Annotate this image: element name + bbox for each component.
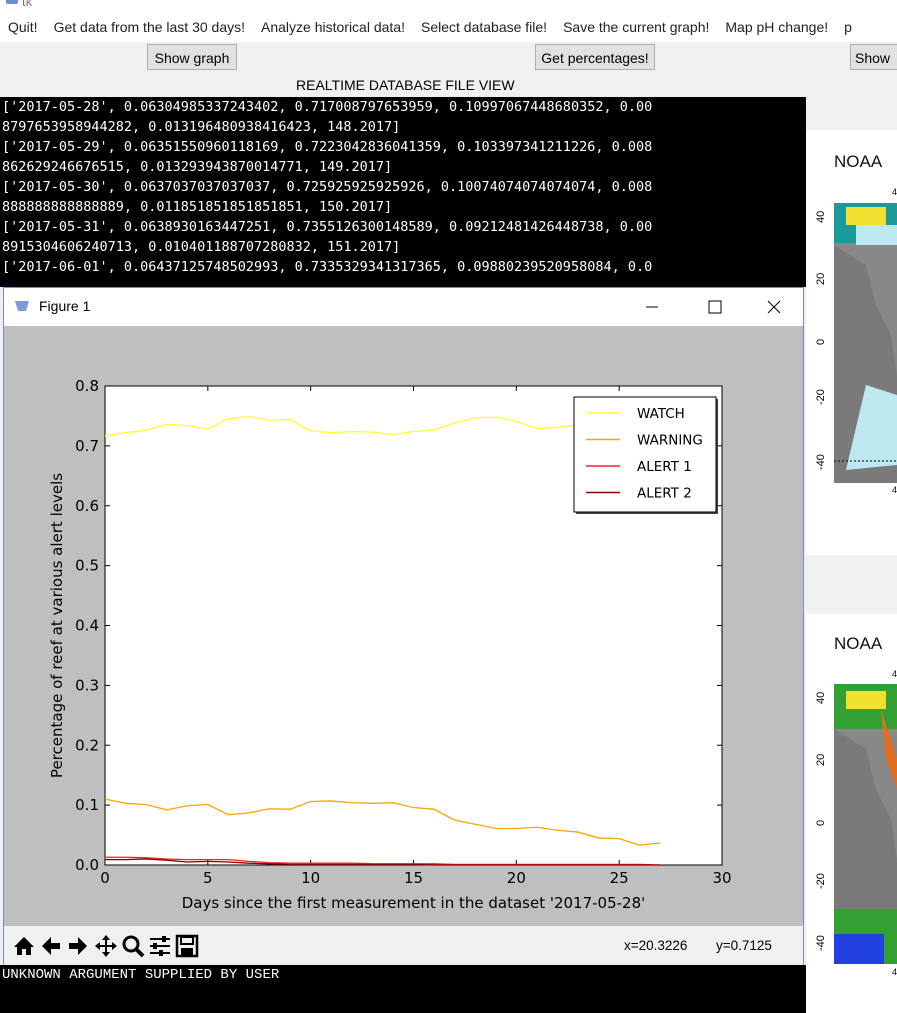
y-tick-label: 0.3: [75, 676, 99, 694]
forward-icon[interactable]: [66, 934, 90, 958]
console-line: ['2017-05-28', 0.06304985337243402, 0.71…: [2, 99, 653, 115]
figure-canvas[interactable]: 0 5 10 15 20 25 30 0.0 0.1 0.2 0.3 0.4 0.5 0.6 0.7 0.8 …: [4, 326, 803, 926]
console-line: 8797653958944282, 0.013196480938416423, …: [2, 119, 401, 135]
console-line: ['2017-05-30', 0.0637037037037037, 0.725…: [2, 179, 653, 195]
menu-last-30-days[interactable]: Get data from the last 30 days!: [53, 19, 246, 35]
menu-map-ph[interactable]: Map pH change!: [725, 19, 829, 35]
save-icon[interactable]: [175, 934, 199, 958]
database-view-label: REALTIME DATABASE FILE VIEW: [296, 77, 515, 93]
svg-text:4: 4: [892, 485, 897, 495]
x-tick-label: 0: [100, 869, 110, 887]
window-title: tk: [22, 0, 33, 9]
figure-titlebar[interactable]: Figure 1: [4, 288, 803, 326]
home-icon[interactable]: [12, 934, 36, 958]
svg-text:-40: -40: [815, 454, 827, 470]
status-message: UNKNOWN ARGUMENT SUPPLIED BY USER: [2, 967, 280, 983]
series-line-alert-2: [105, 858, 661, 866]
noaa-label: NOAA: [834, 152, 883, 171]
y-tick-label: 0.6: [75, 497, 99, 515]
legend-label: WATCH: [637, 406, 685, 422]
svg-text:20: 20: [815, 754, 827, 766]
noaa-map-panel-2: NOAA 40 20 0 -20 -40 4 4: [806, 614, 897, 1013]
x-tick-label: 5: [203, 869, 213, 887]
svg-text:4: 4: [892, 187, 897, 197]
svg-text:0: 0: [815, 820, 827, 826]
y-tick-label: 0.7: [75, 437, 99, 455]
feather-icon: [15, 301, 29, 311]
show-graph-button[interactable]: Show graph: [147, 44, 237, 70]
x-tick-label: 25: [610, 869, 629, 887]
series-line-watch: [104, 415, 579, 437]
feather-icon: [6, 0, 18, 4]
svg-text:40: 40: [815, 211, 827, 223]
svg-text:20: 20: [815, 273, 827, 285]
x-axis-label: Days since the first measurement in the …: [182, 894, 646, 912]
svg-text:-20: -20: [815, 389, 827, 405]
noaa-map-panel-1: NOAA 40 20 0 -20 -40 4 4: [806, 130, 897, 555]
noaa-label: NOAA: [834, 634, 883, 653]
x-tick-label: 30: [712, 869, 731, 887]
x-tick-label: 20: [507, 869, 526, 887]
get-percentages-button[interactable]: Get percentages!: [535, 44, 655, 70]
menu-analyze-historical[interactable]: Analyze historical data!: [261, 19, 405, 35]
console-line: ['2017-05-31', 0.0638930163447251, 0.735…: [2, 219, 653, 235]
legend-label: WARNING: [637, 433, 703, 449]
maximize-icon[interactable]: [707, 300, 723, 314]
y-tick-label: 0.4: [75, 617, 99, 635]
line-chart[interactable]: 0 5 10 15 20 25 300.00.10.20.30.40.50.60.70.8 …: [4, 326, 803, 926]
database-console[interactable]: ['2017-05-28', 0.06304985337243402, 0.71…: [0, 97, 806, 287]
y-tick-label: 0.5: [75, 557, 99, 575]
legend-label: ALERT 1: [637, 459, 692, 475]
y-axis-label: Percentage of reef at various alert leve…: [48, 473, 66, 778]
menubar: Quit! Get data from the last 30 days! An…: [0, 14, 897, 42]
y-tick-label: 0.2: [75, 736, 99, 754]
figure-title: Figure 1: [39, 298, 91, 314]
console-line: 888888888888889, 0.011851851851851851, 1…: [2, 199, 393, 215]
sst-map-1: 40 20 0 -20 -40 4 4: [815, 187, 897, 495]
y-tick-label: 0.1: [75, 796, 99, 814]
sst-map-2: 40 20 0 -20 -40 4 4: [815, 669, 897, 977]
svg-text:-40: -40: [815, 935, 827, 951]
back-icon[interactable]: [39, 934, 63, 958]
figure-toolbar: x=20.3226 y=0.7125: [4, 926, 803, 966]
minimize-icon[interactable]: [644, 300, 660, 314]
console-line: 8915304606240713, 0.010401188707280832, …: [2, 239, 401, 255]
cursor-y-readout: y=0.7125: [716, 938, 772, 953]
cursor-x-readout: x=20.3226: [624, 938, 688, 953]
menu-select-database[interactable]: Select database file!: [420, 19, 548, 35]
svg-text:-20: -20: [815, 873, 827, 889]
legend-label: ALERT 2: [637, 486, 692, 502]
close-icon[interactable]: [766, 300, 782, 314]
status-console: UNKNOWN ARGUMENT SUPPLIED BY USER: [0, 965, 806, 1013]
menu-overflow[interactable]: p: [844, 19, 852, 35]
zoom-icon[interactable]: [121, 934, 145, 958]
svg-text:4: 4: [892, 669, 897, 679]
svg-text:4: 4: [892, 967, 897, 977]
menu-save-graph[interactable]: Save the current graph!: [563, 19, 710, 35]
y-tick-label: 0.8: [75, 377, 99, 395]
console-line: 862629246676515, 0.013293943870014771, 1…: [2, 159, 393, 175]
show-map-button[interactable]: Show: [850, 44, 897, 70]
y-tick-label: 0.0: [75, 856, 99, 874]
menu-quit[interactable]: Quit!: [8, 19, 38, 35]
configure-subplots-icon[interactable]: [148, 934, 172, 958]
pan-icon[interactable]: [94, 934, 118, 958]
console-line: ['2017-06-01', 0.06437125748502993, 0.73…: [2, 259, 653, 275]
figure-window: Figure 1 0 5 10 15 20 25 30 0.0 0.1 0.2 0.3 0.4 0.5 0…: [3, 287, 804, 967]
x-tick-label: 10: [301, 869, 320, 887]
x-tick-label: 15: [404, 869, 423, 887]
svg-text:0: 0: [815, 339, 827, 345]
series-line-warning: [104, 798, 661, 846]
app-titlebar: tk: [0, 0, 897, 14]
console-line: ['2017-05-29', 0.06351550960118169, 0.72…: [2, 139, 653, 155]
svg-text:40: 40: [815, 692, 827, 704]
